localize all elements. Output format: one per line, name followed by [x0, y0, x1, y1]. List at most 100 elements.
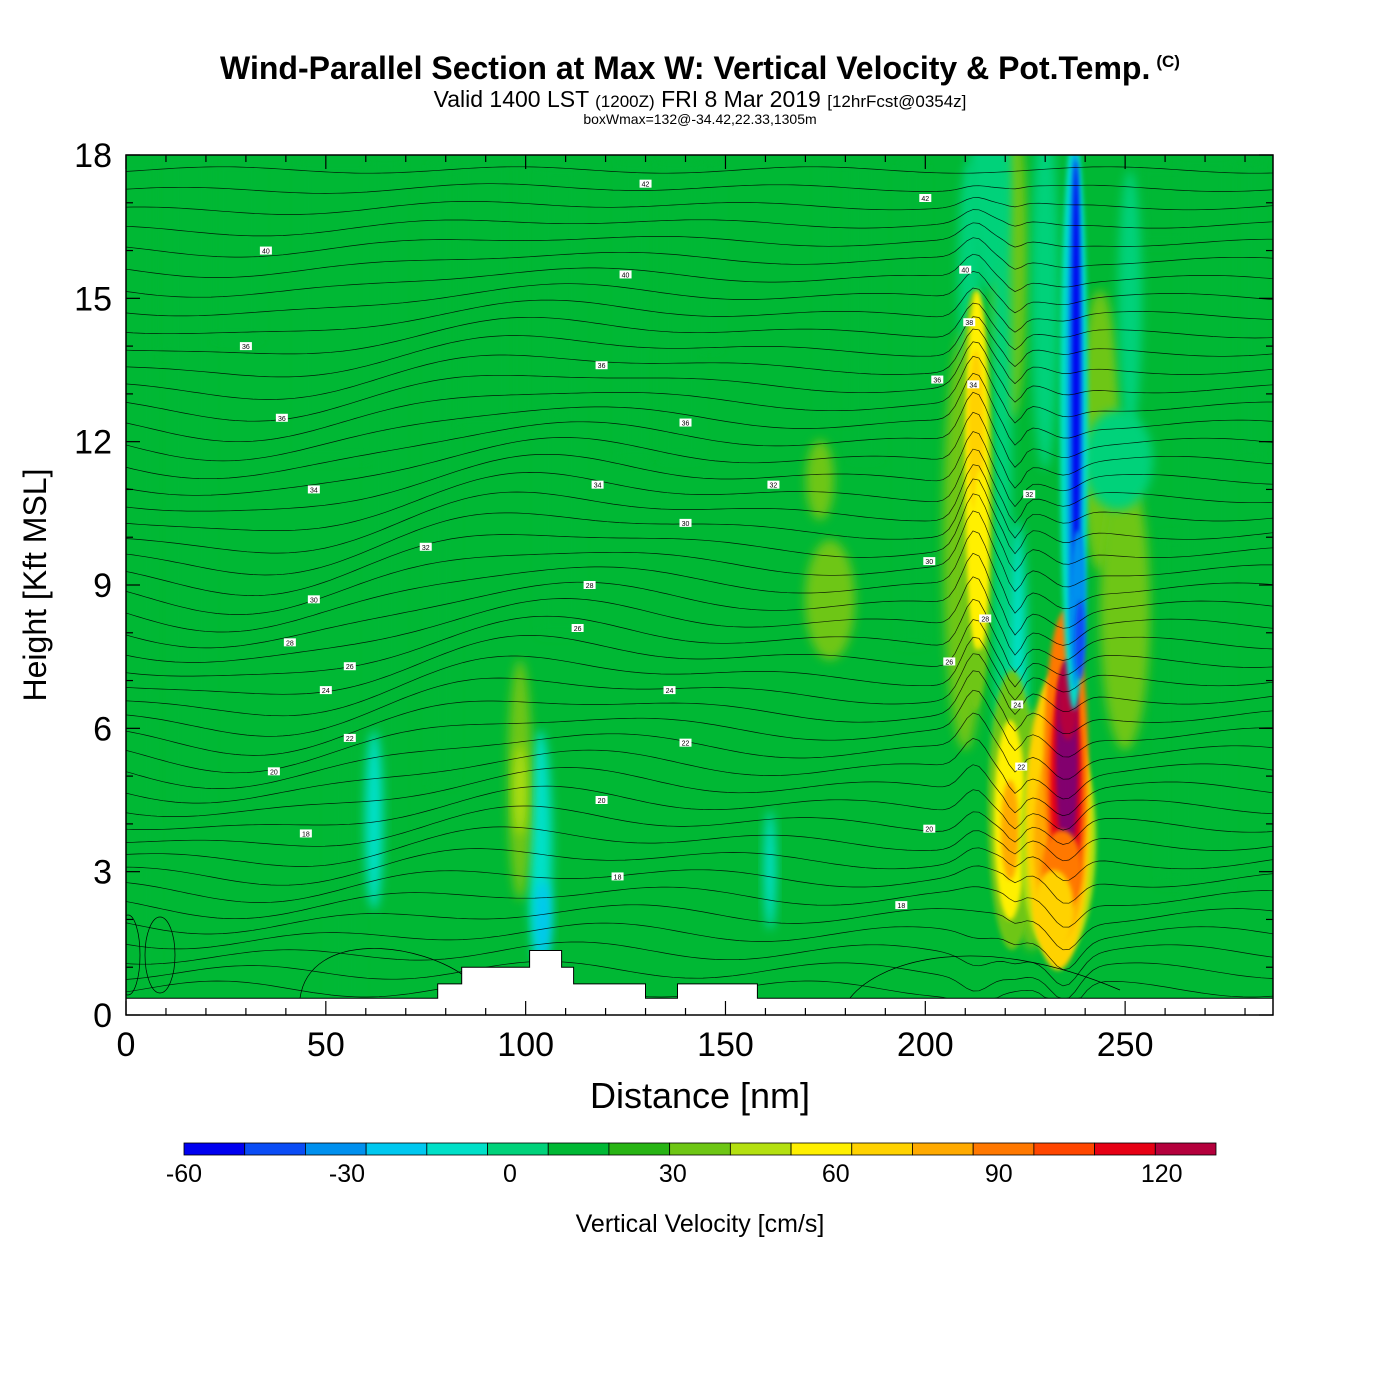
contour-label-box: [919, 194, 932, 202]
isentrope-line: [126, 922, 1273, 971]
contour-label-box: [319, 686, 332, 695]
colorbar-swatch: [729, 1142, 792, 1156]
colorbar-swatch: [426, 1142, 488, 1156]
isentrope-line: [126, 355, 1273, 443]
colorbar-tick-label: -60: [166, 1160, 202, 1188]
isentrope-line: [126, 941, 1273, 987]
contour-label-box: [639, 179, 652, 188]
copyright-mark: (C): [1156, 52, 1180, 71]
contour-label-box: [1023, 490, 1036, 499]
isentrope-line: [126, 316, 1273, 378]
contour-label: 42: [642, 182, 650, 189]
isentrope-line: [126, 197, 1273, 215]
contour-label: 24: [666, 688, 674, 695]
isentrope-line: [126, 712, 1273, 789]
contour-label: 30: [925, 559, 933, 566]
isentrope-line: [126, 271, 1273, 317]
updraft-core: [1060, 710, 1074, 830]
contour-label-box: [923, 557, 936, 566]
contour-label-box: [767, 480, 780, 489]
colorbar-swatch: [669, 1142, 731, 1156]
isentrope-line: [126, 847, 1273, 886]
colorbar-swatch: [1094, 1142, 1156, 1156]
contour-label: 24: [322, 688, 330, 695]
colorbar-swatch: [244, 1142, 306, 1156]
contour-label: 40: [622, 272, 630, 279]
isentrope-line: [126, 166, 1273, 174]
velocity-cell: [806, 440, 834, 520]
isentrope-line: [126, 865, 1273, 904]
contour-label: 36: [598, 363, 606, 370]
contour-label: 34: [310, 487, 318, 494]
subtitle-valid: Valid 1400 LST: [433, 86, 589, 112]
velocity-band: [430, 165, 455, 785]
isentrope-line: [126, 209, 1273, 237]
contour-label-box: [611, 872, 624, 881]
contour-label: 34: [594, 483, 602, 490]
colorbar-swatch: [1154, 1142, 1217, 1156]
contour-label: 20: [925, 827, 933, 834]
isentrope-line: [126, 530, 1273, 633]
updraft-core: [1001, 780, 1019, 880]
colorbar: -60 -30 0 30 60 90 120 Vertical Velocity [cm/s]: [166, 1142, 1217, 1238]
y-tick-label: 12: [74, 424, 112, 462]
vertical-velocity-field: [126, 155, 1273, 1015]
contour-label-box: [283, 638, 296, 647]
colorbar-tick-label: -30: [329, 1160, 365, 1188]
contour-label: 36: [682, 421, 690, 428]
updraft-core: [1034, 870, 1074, 950]
contour-label-box: [895, 901, 908, 910]
contour-label-box: [979, 614, 992, 623]
contour-label-box: [571, 624, 584, 632]
subtitle-forecast: [12hrFcst@0354z]: [827, 92, 967, 111]
isentrope-closed: [126, 914, 141, 996]
terrain-profile: [125, 950, 1274, 1016]
isentrope-line: [126, 448, 1273, 531]
velocity-band: [660, 160, 700, 460]
isentrope-line: [126, 785, 1273, 831]
isentrope-line: [126, 478, 1273, 576]
velocity-cell: [1100, 470, 1150, 750]
contour-label: 18: [897, 903, 905, 910]
colorbar-swatch: [547, 1142, 610, 1156]
contour-label: 36: [242, 344, 250, 351]
contour-label: 40: [961, 268, 969, 275]
velocity-band: [300, 160, 370, 460]
contour-label-box: [343, 733, 356, 742]
velocity-band: [126, 160, 155, 1000]
isentrope-line: [126, 391, 1273, 480]
colorbar-swatch: [608, 1142, 671, 1156]
contour-label: 36: [933, 378, 941, 385]
velocity-band: [330, 715, 360, 1015]
colorbar-tick-label: 0: [503, 1160, 517, 1188]
chart-subtitle: Valid 1400 LST (1200Z) FRI 8 Mar 2019 [1…: [0, 86, 1400, 113]
contour-label: 18: [302, 831, 310, 838]
isentrope-line: [126, 237, 1273, 278]
contour-label: 28: [586, 583, 594, 590]
contour-label: 38: [965, 320, 973, 327]
contour-label-box: [619, 270, 632, 279]
contour-label-box: [679, 738, 692, 747]
contour-label-box: [343, 662, 356, 671]
contour-label: 30: [682, 521, 690, 528]
x-tick-label: 150: [697, 1026, 754, 1064]
colorbar-tick-label: 120: [1141, 1160, 1183, 1188]
colorbar-swatch: [487, 1142, 549, 1156]
velocity-cell: [514, 745, 526, 835]
y-tick-label: 9: [93, 567, 112, 605]
contour-label: 26: [945, 659, 953, 666]
isentrope-line: [126, 886, 1273, 928]
chart-title: Wind-Parallel Section at Max W: Vertical…: [0, 50, 1400, 87]
isentrope-line: [126, 576, 1273, 663]
chart-subnote: boxWmax=132@-34.42,22.33,1305m: [583, 111, 817, 127]
contour-label: 32: [422, 545, 430, 552]
contour-label-box: [943, 657, 956, 666]
isentrope-line: [126, 653, 1273, 737]
y-tick-label: 3: [93, 854, 112, 892]
colorbar-swatch: [972, 1142, 1035, 1156]
velocity-band: [700, 160, 720, 350]
isentrope-line: [126, 805, 1273, 847]
x-tick-label: 50: [307, 1026, 345, 1064]
contour-label: 20: [598, 798, 606, 805]
